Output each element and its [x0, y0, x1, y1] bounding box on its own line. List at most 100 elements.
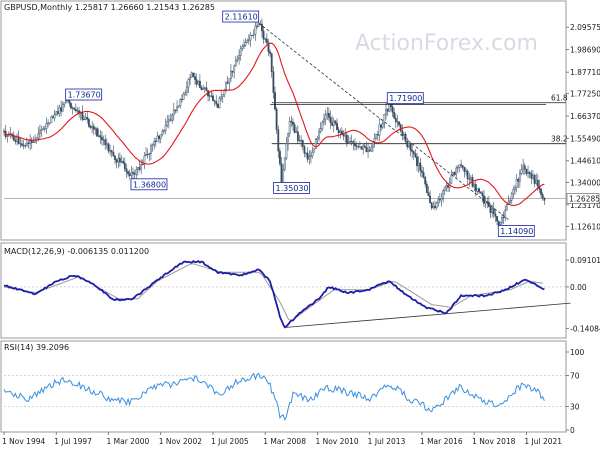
- candle-body: [365, 147, 368, 153]
- candle-body: [362, 145, 365, 150]
- candle-body: [440, 198, 443, 201]
- candle-body: [494, 213, 497, 217]
- candle-body: [195, 79, 198, 85]
- candle-body: [319, 128, 322, 132]
- candle-body: [91, 125, 94, 128]
- symbol-label: GBPUSD,Monthly: [4, 3, 72, 12]
- candle-body: [292, 121, 294, 125]
- candle-body: [481, 192, 484, 197]
- candle-body: [515, 179, 518, 189]
- candle-body: [101, 137, 103, 141]
- fib-level-label: 61.8: [551, 94, 568, 103]
- candle-body: [37, 133, 40, 139]
- macd-trendline: [284, 302, 571, 328]
- candle-body: [305, 152, 307, 154]
- candle-body: [492, 208, 495, 215]
- price-key-labels: 1.73670 1.36800 2.11610 1.35030 1.71900 1.140…: [65, 10, 535, 237]
- candle-body: [22, 145, 25, 147]
- key-level-box: [273, 182, 310, 194]
- price-y-tick-label: 1.77250: [570, 90, 600, 99]
- candle-body: [533, 174, 536, 184]
- candle-body: [352, 141, 355, 144]
- candle-body: [536, 179, 539, 187]
- key-level-label: 1.73670: [68, 91, 101, 100]
- candle-body: [458, 164, 461, 168]
- key-level-box: [130, 178, 168, 191]
- candle-body: [474, 184, 477, 192]
- candle-body: [107, 143, 110, 152]
- candle-body: [295, 131, 298, 133]
- x-tick-label: 1 Mar 2000: [106, 437, 149, 446]
- candle-body: [30, 140, 33, 143]
- candle-body: [231, 70, 234, 73]
- candle-body: [381, 123, 384, 128]
- candle-body: [143, 155, 146, 165]
- candle-body: [350, 141, 353, 143]
- candle-body: [465, 170, 467, 172]
- candle-body: [401, 130, 404, 136]
- candle-body: [334, 120, 337, 124]
- candle-body: [370, 147, 373, 152]
- candle-body: [375, 134, 378, 139]
- key-level-label: 2.11610: [225, 13, 258, 22]
- candle-body: [150, 145, 152, 154]
- candle-body: [416, 156, 418, 167]
- candle-body: [489, 206, 492, 213]
- candle-body: [386, 108, 389, 112]
- ohlc-label: 1.25817 1.26660 1.21543 1.26285: [75, 3, 215, 12]
- x-tick-label: 1 Jul 2013: [368, 437, 406, 446]
- candle-body: [514, 187, 516, 190]
- candle-body: [122, 161, 125, 164]
- candle-body: [296, 131, 299, 141]
- candle-body: [468, 178, 471, 180]
- x-tick-label: 1 Mar 2008: [263, 437, 306, 446]
- rsi-panel-frame: [0, 340, 567, 433]
- candle-body: [298, 140, 301, 142]
- candle-body: [184, 92, 187, 95]
- candle-body: [310, 155, 312, 157]
- candle-body: [55, 111, 58, 115]
- candle-body: [145, 154, 147, 157]
- candle-body: [120, 161, 123, 163]
- rsi-y-tick-label: 0: [570, 426, 575, 435]
- x-tick-label: 1 Jul 1997: [54, 437, 92, 446]
- candle-body: [357, 146, 360, 148]
- moving-average-line: [3, 42, 545, 206]
- key-level-box: [65, 88, 103, 101]
- candle-body: [153, 141, 156, 146]
- candle-body: [19, 143, 22, 145]
- candle-body: [65, 100, 67, 103]
- candle-body: [499, 222, 502, 225]
- candle-body: [288, 120, 291, 134]
- candle-body: [528, 171, 531, 175]
- candle-body: [73, 107, 76, 110]
- candle-body: [520, 169, 523, 174]
- candle-body: [421, 170, 423, 173]
- candle-body: [527, 171, 529, 174]
- candle-body: [241, 46, 244, 49]
- candle-body: [148, 153, 151, 156]
- candle-body: [303, 146, 306, 154]
- candle-body: [212, 95, 214, 101]
- candle-body: [290, 120, 293, 123]
- macd-y-axis: 0.091015 0.00 -0.140843: [566, 256, 600, 333]
- candle-body: [331, 122, 334, 126]
- candle-body: [497, 220, 500, 225]
- candle-body: [427, 192, 430, 197]
- candle-body: [194, 76, 196, 80]
- candle-body: [179, 99, 182, 106]
- candle-body: [159, 134, 162, 139]
- candle-body: [63, 101, 66, 105]
- candle-body: [414, 153, 417, 158]
- candle-body: [270, 53, 273, 72]
- current-price-label: 1.26285: [569, 194, 600, 203]
- candle-body: [29, 140, 32, 144]
- current-price-tag: [566, 193, 600, 204]
- candle-body: [391, 106, 394, 113]
- candle-body: [115, 159, 118, 163]
- candle-body: [210, 95, 213, 97]
- key-level-label: 1.71900: [389, 94, 422, 103]
- candle-body: [174, 109, 177, 112]
- candle-body: [99, 135, 102, 138]
- candle-body: [74, 109, 77, 111]
